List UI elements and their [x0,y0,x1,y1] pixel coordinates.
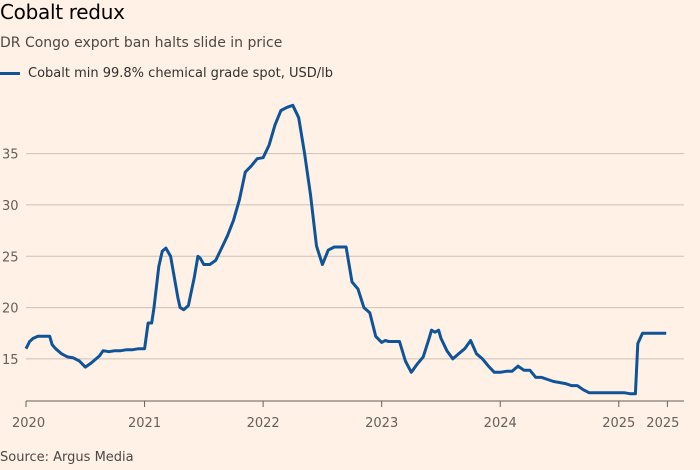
chart-title: Cobalt redux [0,0,125,24]
source-note: Source: Argus Media [0,450,134,465]
legend: Cobalt min 99.8% chemical grade spot, US… [0,66,333,81]
x-tick-label: 2022 [247,416,280,431]
x-tick-label: 2024 [484,416,517,431]
grid-lines [26,153,684,402]
y-axis-ticks: 15 20 25 30 35 [2,148,19,368]
x-tick-label: 2025 [646,416,679,431]
series-line-cobalt [24,103,667,396]
y-tick-label: 15 [2,353,19,368]
x-tick-label: 2025 [602,416,635,431]
x-tick-label: 2023 [365,416,398,431]
y-tick-label: 20 [2,302,19,317]
x-tick-label: 2021 [128,416,161,431]
y-tick-label: 30 [2,199,19,214]
legend-label: Cobalt min 99.8% chemical grade spot, US… [28,66,333,81]
x-tick-label: 2020 [12,416,45,431]
y-tick-label: 25 [2,250,19,265]
series-layer [24,103,667,396]
y-tick-label: 35 [2,148,19,163]
x-axis-ticks: 2020 2021 2022 2023 2024 2025 2025 [12,401,679,431]
chart-subtitle: DR Congo export ban halts slide in price [0,35,283,51]
legend-swatch [0,72,20,75]
